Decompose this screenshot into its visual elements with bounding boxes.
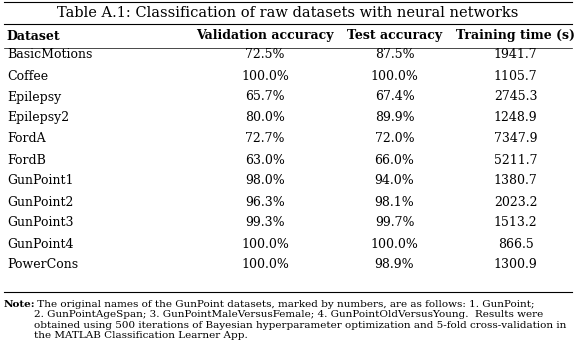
Text: 67.4%: 67.4%	[374, 90, 415, 104]
Text: BasicMotions: BasicMotions	[7, 49, 92, 62]
Text: FordB: FordB	[7, 153, 46, 167]
Text: 1248.9: 1248.9	[494, 111, 537, 125]
Text: 1380.7: 1380.7	[494, 174, 537, 188]
Text: 1105.7: 1105.7	[494, 70, 537, 83]
Text: 98.1%: 98.1%	[374, 195, 415, 209]
Text: 99.7%: 99.7%	[375, 216, 414, 230]
Text: The original names of the GunPoint datasets, marked by numbers, are as follows: : The original names of the GunPoint datas…	[34, 300, 566, 340]
Text: Epilepsy2: Epilepsy2	[7, 111, 69, 125]
Text: Table A.1: Classification of raw datasets with neural networks: Table A.1: Classification of raw dataset…	[58, 6, 518, 20]
Text: 98.0%: 98.0%	[245, 174, 285, 188]
Text: GunPoint2: GunPoint2	[7, 195, 73, 209]
Text: 2023.2: 2023.2	[494, 195, 537, 209]
Text: 100.0%: 100.0%	[370, 70, 419, 83]
Text: Dataset: Dataset	[7, 29, 60, 42]
Text: Note:: Note:	[4, 300, 36, 309]
Text: GunPoint1: GunPoint1	[7, 174, 73, 188]
Text: 2745.3: 2745.3	[494, 90, 537, 104]
Text: FordA: FordA	[7, 132, 46, 146]
Text: 72.5%: 72.5%	[245, 49, 285, 62]
Text: 100.0%: 100.0%	[370, 237, 419, 251]
Text: 89.9%: 89.9%	[375, 111, 414, 125]
Text: 80.0%: 80.0%	[245, 111, 285, 125]
Text: 66.0%: 66.0%	[374, 153, 415, 167]
Text: GunPoint3: GunPoint3	[7, 216, 73, 230]
Text: 100.0%: 100.0%	[241, 70, 289, 83]
Text: 72.7%: 72.7%	[245, 132, 285, 146]
Text: 1300.9: 1300.9	[494, 258, 537, 272]
Text: 5211.7: 5211.7	[494, 153, 537, 167]
Text: 65.7%: 65.7%	[245, 90, 285, 104]
Text: 72.0%: 72.0%	[375, 132, 414, 146]
Text: 100.0%: 100.0%	[241, 237, 289, 251]
Text: PowerCons: PowerCons	[7, 258, 78, 272]
Text: 94.0%: 94.0%	[374, 174, 415, 188]
Text: 63.0%: 63.0%	[245, 153, 285, 167]
Text: Test accuracy: Test accuracy	[347, 29, 442, 42]
Text: GunPoint4: GunPoint4	[7, 237, 73, 251]
Text: 866.5: 866.5	[498, 237, 533, 251]
Text: 96.3%: 96.3%	[245, 195, 285, 209]
Text: Training time (s): Training time (s)	[456, 29, 575, 42]
Text: 98.9%: 98.9%	[375, 258, 414, 272]
Text: Validation accuracy: Validation accuracy	[196, 29, 334, 42]
Text: 87.5%: 87.5%	[375, 49, 414, 62]
Text: 99.3%: 99.3%	[245, 216, 285, 230]
Text: 7347.9: 7347.9	[494, 132, 537, 146]
Text: 1941.7: 1941.7	[494, 49, 537, 62]
Text: 1513.2: 1513.2	[494, 216, 537, 230]
Text: Epilepsy: Epilepsy	[7, 90, 61, 104]
Text: Coffee: Coffee	[7, 70, 48, 83]
Text: 100.0%: 100.0%	[241, 258, 289, 272]
